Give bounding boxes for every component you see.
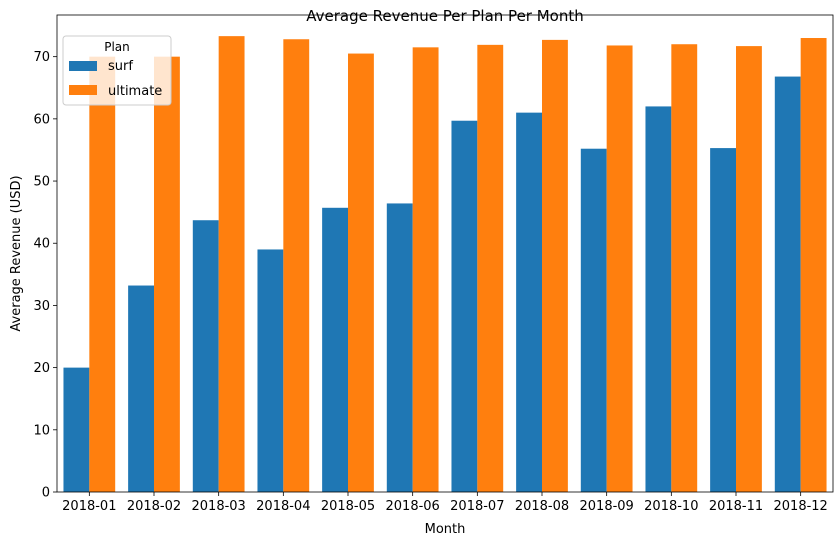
x-axis: 2018-01 2018-02 2018-03 2018-04 2018-05 2018-… bbox=[62, 492, 828, 514]
x-axis-label: Month bbox=[425, 522, 466, 537]
bar-ultimate-2018-12 bbox=[800, 38, 827, 492]
bar-ultimate-2018-07 bbox=[477, 44, 504, 492]
x-tick-label: 2018-04 bbox=[256, 499, 310, 514]
bar-surf-2018-05 bbox=[322, 207, 348, 493]
bars-group bbox=[63, 36, 827, 493]
y-axis: 0 10 20 30 40 50 60 70 bbox=[33, 50, 57, 501]
bar-surf-2018-04 bbox=[257, 249, 284, 492]
bar-ultimate-2018-09 bbox=[606, 45, 633, 492]
y-tick-label: 30 bbox=[33, 299, 50, 314]
bar-surf-2018-09 bbox=[580, 148, 607, 492]
x-tick-label: 2018-06 bbox=[386, 499, 440, 514]
legend-label-surf: surf bbox=[108, 59, 133, 74]
legend: Plan surf ultimate bbox=[62, 35, 172, 106]
x-tick-label: 2018-11 bbox=[709, 499, 763, 514]
bar-surf-2018-12 bbox=[774, 76, 801, 492]
bar-surf-2018-08 bbox=[516, 112, 542, 492]
bar-ultimate-2018-05 bbox=[348, 53, 374, 493]
x-tick-label: 2018-07 bbox=[450, 499, 504, 514]
bar-ultimate-2018-10 bbox=[671, 44, 698, 492]
x-tick-label: 2018-08 bbox=[515, 499, 569, 514]
y-tick-label: 0 bbox=[42, 486, 50, 501]
x-tick-label: 2018-03 bbox=[192, 499, 246, 514]
bar-ultimate-2018-08 bbox=[542, 39, 568, 492]
bar-surf-2018-02 bbox=[128, 285, 154, 492]
bar-surf-2018-07 bbox=[451, 120, 478, 492]
x-tick-label: 2018-12 bbox=[774, 499, 828, 514]
bar-ultimate-2018-06 bbox=[412, 47, 439, 493]
bar-ultimate-2018-03 bbox=[218, 36, 245, 492]
x-tick-label: 2018-02 bbox=[127, 499, 181, 514]
x-tick-label: 2018-09 bbox=[580, 499, 634, 514]
bar-surf-2018-03 bbox=[192, 220, 219, 493]
x-tick-label: 2018-10 bbox=[644, 499, 698, 514]
legend-swatch-ultimate bbox=[69, 85, 97, 95]
x-tick-label: 2018-05 bbox=[321, 499, 375, 514]
bar-ultimate-2018-01 bbox=[89, 56, 116, 493]
bar-ultimate-2018-02 bbox=[154, 56, 180, 493]
x-tick-label: 2018-01 bbox=[62, 499, 116, 514]
bar-surf-2018-06 bbox=[386, 203, 413, 492]
bar-surf-2018-01 bbox=[63, 367, 90, 492]
chart-title: Average Revenue Per Plan Per Month bbox=[306, 7, 584, 25]
y-tick-label: 70 bbox=[33, 50, 50, 65]
y-tick-label: 60 bbox=[33, 112, 50, 127]
legend-swatch-surf bbox=[69, 61, 97, 71]
y-tick-label: 40 bbox=[33, 237, 50, 252]
y-tick-label: 20 bbox=[33, 361, 50, 376]
plot-frame bbox=[56, 14, 834, 493]
y-tick-label: 10 bbox=[33, 423, 50, 438]
bar-ultimate-2018-04 bbox=[283, 39, 310, 492]
bar-surf-2018-11 bbox=[710, 148, 736, 492]
y-axis-label: Average Revenue (USD) bbox=[9, 175, 24, 331]
y-tick-label: 50 bbox=[33, 175, 50, 190]
legend-title: Plan bbox=[104, 40, 130, 54]
legend-label-ultimate: ultimate bbox=[108, 84, 162, 99]
bar-surf-2018-10 bbox=[645, 106, 672, 493]
bar-ultimate-2018-11 bbox=[736, 46, 762, 492]
